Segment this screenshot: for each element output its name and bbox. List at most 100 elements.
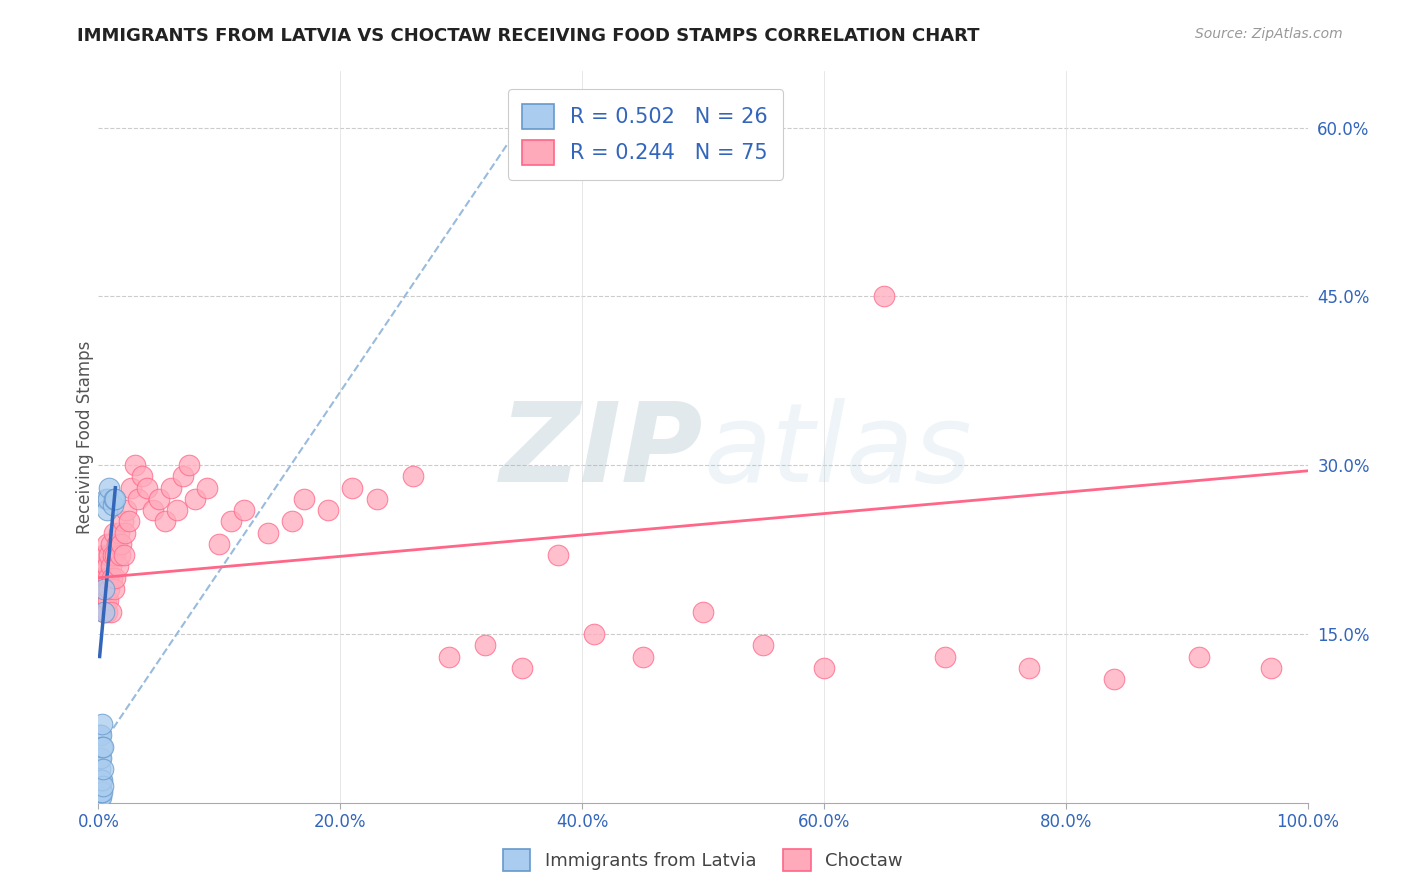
Point	[112, 548, 135, 562]
Point	[90, 751, 112, 765]
Point	[402, 469, 425, 483]
Point	[97, 571, 120, 585]
Point	[153, 515, 176, 529]
Point	[752, 638, 775, 652]
Y-axis label: Receiving Food Stamps: Receiving Food Stamps	[76, 341, 94, 533]
Point	[108, 548, 131, 562]
Point	[94, 491, 117, 506]
Point	[90, 784, 112, 798]
Point	[115, 503, 138, 517]
Point	[195, 481, 218, 495]
Point	[1018, 661, 1040, 675]
Point	[1260, 661, 1282, 675]
Point	[89, 762, 111, 776]
Point	[510, 661, 533, 675]
Point	[281, 515, 304, 529]
Point	[97, 491, 120, 506]
Point	[91, 739, 114, 754]
Point	[104, 571, 127, 585]
Point	[631, 649, 654, 664]
Point	[366, 491, 388, 506]
Point	[96, 559, 118, 574]
Point	[166, 503, 188, 517]
Point	[91, 548, 114, 562]
Point	[547, 548, 569, 562]
Point	[131, 469, 153, 483]
Point	[934, 649, 956, 664]
Point	[692, 605, 714, 619]
Point	[124, 458, 146, 473]
Point	[103, 582, 125, 596]
Point	[184, 491, 207, 506]
Point	[98, 548, 121, 562]
Point	[256, 525, 278, 540]
Point	[583, 627, 606, 641]
Point	[96, 537, 118, 551]
Point	[142, 503, 165, 517]
Point	[342, 481, 364, 495]
Point	[111, 515, 134, 529]
Point	[94, 548, 117, 562]
Point	[93, 582, 115, 596]
Point	[120, 481, 142, 495]
Text: IMMIGRANTS FROM LATVIA VS CHOCTAW RECEIVING FOOD STAMPS CORRELATION CHART: IMMIGRANTS FROM LATVIA VS CHOCTAW RECEIV…	[77, 27, 980, 45]
Point	[316, 503, 339, 517]
Point	[91, 739, 114, 754]
Point	[208, 537, 231, 551]
Point	[93, 605, 115, 619]
Point	[103, 525, 125, 540]
Point	[108, 525, 131, 540]
Point	[91, 773, 114, 788]
Point	[135, 481, 157, 495]
Point	[91, 582, 114, 596]
Point	[107, 559, 129, 574]
Point	[90, 571, 112, 585]
Point	[110, 537, 132, 551]
Point	[100, 537, 122, 551]
Point	[104, 491, 127, 506]
Point	[100, 571, 122, 585]
Point	[873, 289, 896, 303]
Point	[437, 649, 460, 664]
Point	[89, 728, 111, 742]
Point	[118, 515, 141, 529]
Point	[97, 593, 120, 607]
Point	[94, 571, 117, 585]
Point	[98, 481, 121, 495]
Point	[813, 661, 835, 675]
Point	[1188, 649, 1211, 664]
Point	[90, 773, 112, 788]
Point	[90, 728, 112, 742]
Point	[93, 559, 115, 574]
Point	[94, 593, 117, 607]
Point	[89, 751, 111, 765]
Point	[89, 773, 111, 788]
Point	[91, 717, 114, 731]
Point	[221, 515, 243, 529]
Point	[1102, 672, 1125, 686]
Text: Source: ZipAtlas.com: Source: ZipAtlas.com	[1195, 27, 1343, 41]
Point	[101, 498, 124, 512]
Point	[160, 481, 183, 495]
Text: atlas: atlas	[703, 398, 972, 505]
Point	[91, 762, 114, 776]
Point	[127, 491, 149, 506]
Point	[101, 548, 124, 562]
Point	[91, 779, 114, 793]
Point	[93, 582, 115, 596]
Text: ZIP: ZIP	[499, 398, 703, 505]
Point	[474, 638, 496, 652]
Point	[114, 525, 136, 540]
Point	[96, 605, 118, 619]
Point	[93, 605, 115, 619]
Point	[179, 458, 201, 473]
Point	[148, 491, 170, 506]
Point	[91, 571, 114, 585]
Point	[104, 548, 127, 562]
Point	[105, 537, 128, 551]
Point	[89, 790, 111, 805]
Point	[103, 491, 125, 506]
Point	[172, 469, 194, 483]
Legend: Immigrants from Latvia, Choctaw: Immigrants from Latvia, Choctaw	[496, 842, 910, 879]
Point	[90, 790, 112, 805]
